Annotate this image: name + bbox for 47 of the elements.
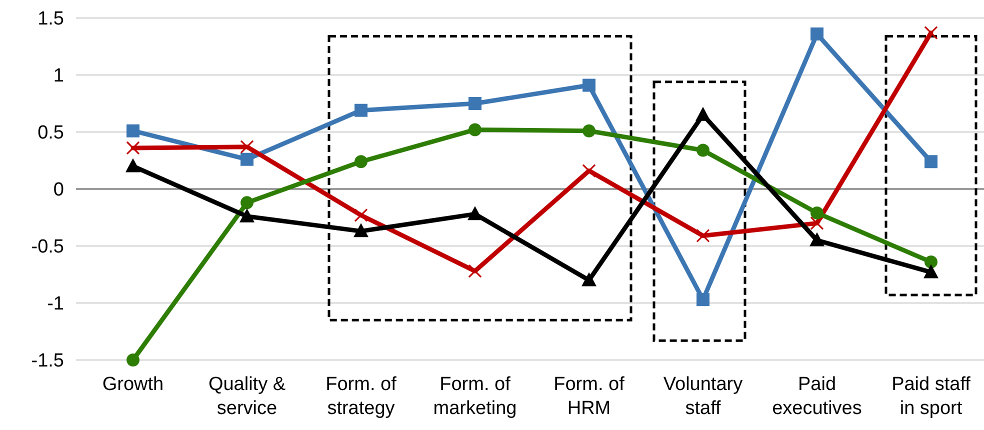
y-tick-label: -1.5 (31, 350, 64, 372)
point (126, 354, 140, 366)
point (810, 216, 824, 230)
y-tick-label: 0.5 (38, 122, 64, 144)
point (696, 144, 710, 157)
point (582, 78, 596, 92)
x-tick-label: Paid staff in sport (892, 374, 972, 419)
point (468, 206, 482, 220)
point (810, 232, 824, 246)
point (696, 106, 710, 121)
y-tick-label: 0 (53, 180, 64, 201)
point (240, 140, 254, 154)
y-tick-label: -1 (47, 294, 64, 315)
x-tick-label: Form. of strategy (326, 374, 398, 419)
point (696, 228, 710, 243)
y-tick-label: 1.5 (38, 8, 64, 30)
point (126, 158, 140, 172)
point (354, 208, 368, 222)
point (924, 26, 938, 40)
y-tick-label: 1 (53, 66, 64, 87)
point (240, 208, 254, 222)
point (810, 27, 824, 40)
x-tick-label: Form. of HRM (554, 374, 626, 419)
point (354, 104, 368, 117)
point (240, 196, 254, 210)
x-tick-label: Form. of marketing (433, 374, 517, 419)
x-tick-label: Paid executives (772, 374, 862, 419)
point (924, 255, 938, 268)
point (582, 272, 596, 286)
point (354, 223, 368, 238)
point (240, 152, 254, 166)
point (126, 141, 140, 155)
x-tick-label: Voluntary staff (663, 374, 744, 419)
point (468, 97, 482, 110)
x-tick-label: Quality & service (208, 374, 286, 419)
point (126, 124, 140, 138)
point (810, 206, 824, 220)
point (924, 264, 938, 278)
x-tick-label: Growth (102, 374, 164, 395)
point (582, 124, 596, 138)
y-tick-label: -0.5 (31, 236, 64, 258)
point (468, 123, 482, 136)
point (468, 264, 482, 278)
point (696, 293, 710, 306)
point (924, 155, 938, 168)
point (582, 164, 596, 178)
point (354, 155, 368, 168)
